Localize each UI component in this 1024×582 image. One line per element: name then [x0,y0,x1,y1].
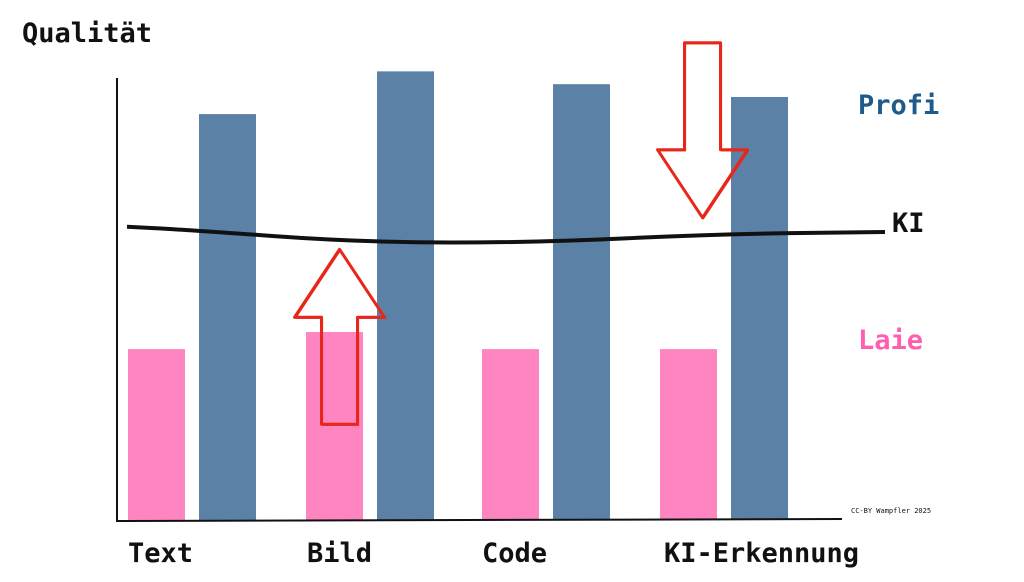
bars-layer [128,71,788,520]
x-tick-label: Code [482,538,547,569]
arrow-layer [293,41,750,426]
ki-reference-line [126,224,886,245]
arrow-up-bild [294,249,387,426]
x-axis [116,518,843,522]
ki-reference-line [126,227,886,245]
arrow-down-ki-erkennung [657,43,750,220]
x-tick-label: KI-Erkennung [664,538,859,569]
ki-reference-layer [126,224,886,245]
arrow-down-ki-erkennung [656,41,749,220]
y-axis-label: Qualität [22,18,152,49]
x-tick-label: Bild [307,538,372,569]
arrow-up-bild [293,247,386,426]
legend-profi: Profi [858,90,939,121]
bar-profi-bild [377,71,434,520]
x-tick-label: Text [128,538,193,569]
bar-profi-code [553,84,610,520]
legend-laie: Laie [858,325,923,356]
bar-laie-code [482,349,539,520]
bar-laie-bild [306,332,363,520]
bar-profi-ki-erkennung [731,97,788,520]
credit-text: CC-BY Wampfler 2025 [851,507,931,515]
bar-laie-ki-erkennung [660,349,717,520]
legend-ki: KI [892,208,925,239]
bar-profi-text [199,114,256,520]
bar-laie-text [128,349,185,520]
